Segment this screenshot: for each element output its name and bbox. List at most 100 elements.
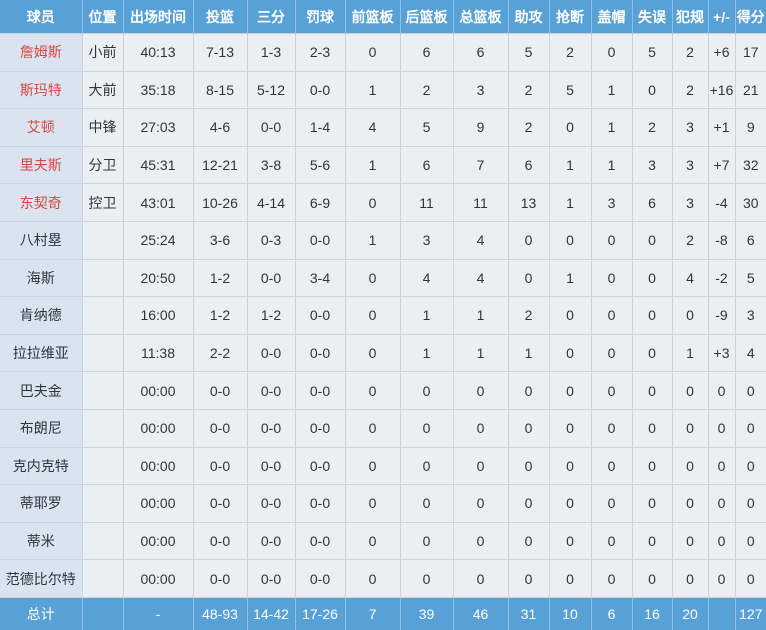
cell-pf: 1 xyxy=(671,333,709,373)
cell-position xyxy=(81,521,124,561)
total-tov: 16 xyxy=(632,597,673,630)
cell-tov: 6 xyxy=(631,183,673,222)
total-treb: 46 xyxy=(453,597,509,630)
cell-tov: 0 xyxy=(631,70,673,110)
cell-three: 0-3 xyxy=(246,220,296,260)
cell-ft: 0-0 xyxy=(294,70,346,110)
cell-ft: 2-3 xyxy=(294,33,346,72)
cell-stl: 0 xyxy=(548,220,592,260)
table-row: 詹姆斯 小前 40:13 7-13 1-3 2-3 0 6 6 5 2 0 5 2 +6 17 xyxy=(0,33,766,72)
cell-pts: 3 xyxy=(734,296,766,335)
cell-plusminus: 0 xyxy=(707,446,736,486)
cell-fg: 8-15 xyxy=(192,70,248,110)
cell-stl: 0 xyxy=(548,521,592,561)
cell-oreb: 0 xyxy=(344,333,401,373)
cell-position: 控卫 xyxy=(81,183,124,222)
cell-dreb: 0 xyxy=(399,484,454,523)
cell-player: 詹姆斯 xyxy=(0,33,83,72)
cell-player: 克内克特 xyxy=(0,446,83,486)
cell-player: 八村塁 xyxy=(0,220,83,260)
table-row: 克内克特 00:00 0-0 0-0 0-0 0 0 0 0 0 0 0 0 0 0 xyxy=(0,446,766,486)
cell-player: 蒂米 xyxy=(0,521,83,561)
cell-position xyxy=(81,446,124,486)
cell-tov: 3 xyxy=(631,145,673,185)
cell-three: 0-0 xyxy=(246,559,296,598)
cell-minutes: 16:00 xyxy=(122,296,194,335)
cell-treb: 0 xyxy=(452,484,509,523)
cell-blk: 0 xyxy=(590,220,633,260)
cell-pf: 2 xyxy=(671,70,709,110)
cell-pf: 3 xyxy=(671,183,709,222)
cell-minutes: 20:50 xyxy=(122,258,194,298)
cell-stl: 1 xyxy=(548,183,592,222)
column-header-ft: 罚球 xyxy=(295,0,346,34)
cell-plusminus: +1 xyxy=(707,108,736,147)
cell-three: 1-2 xyxy=(246,296,296,335)
cell-minutes: 00:00 xyxy=(122,446,194,486)
cell-stl: 0 xyxy=(548,559,592,598)
cell-tov: 0 xyxy=(631,333,673,373)
cell-ast: 2 xyxy=(507,296,550,335)
cell-tov: 0 xyxy=(631,296,673,335)
cell-plusminus: -8 xyxy=(707,220,736,260)
cell-position xyxy=(81,258,124,298)
total-pts: 127 xyxy=(735,597,766,630)
table-row: 蒂耶罗 00:00 0-0 0-0 0-0 0 0 0 0 0 0 0 0 0 0 xyxy=(0,484,766,523)
cell-treb: 1 xyxy=(452,296,509,335)
cell-three: 5-12 xyxy=(246,70,296,110)
cell-position: 中锋 xyxy=(81,108,124,147)
cell-oreb: 1 xyxy=(344,70,401,110)
cell-minutes: 25:24 xyxy=(122,220,194,260)
cell-treb: 3 xyxy=(452,70,509,110)
cell-tov: 0 xyxy=(631,521,673,561)
cell-blk: 0 xyxy=(590,33,633,72)
cell-minutes: 00:00 xyxy=(122,559,194,598)
cell-ast: 0 xyxy=(507,220,550,260)
table-row: 肯纳德 16:00 1-2 1-2 0-0 0 1 1 2 0 0 0 0 -9 3 xyxy=(0,296,766,335)
cell-ft: 0-0 xyxy=(294,220,346,260)
cell-plusminus: +6 xyxy=(707,33,736,72)
table-body: 詹姆斯 小前 40:13 7-13 1-3 2-3 0 6 6 5 2 0 5 2 +6 17 斯玛特 大前 35:… xyxy=(0,33,766,598)
cell-oreb: 0 xyxy=(344,484,401,523)
cell-treb: 9 xyxy=(452,108,509,147)
cell-pts: 0 xyxy=(734,484,766,523)
cell-pts: 32 xyxy=(734,145,766,185)
cell-plusminus: 0 xyxy=(707,559,736,598)
cell-plusminus: -2 xyxy=(707,258,736,298)
column-header-pf: 犯规 xyxy=(672,0,709,34)
cell-tov: 0 xyxy=(631,371,673,410)
column-header-treb: 总篮板 xyxy=(453,0,509,34)
column-header-player: 球员 xyxy=(0,0,83,34)
cell-blk: 0 xyxy=(590,333,633,373)
cell-fg: 10-26 xyxy=(192,183,248,222)
cell-ft: 0-0 xyxy=(294,371,346,410)
total-plusminus xyxy=(708,597,736,630)
table-row: 蒂米 00:00 0-0 0-0 0-0 0 0 0 0 0 0 0 0 0 0 xyxy=(0,521,766,561)
cell-pf: 2 xyxy=(671,33,709,72)
cell-three: 0-0 xyxy=(246,521,296,561)
cell-fg: 1-2 xyxy=(192,296,248,335)
cell-pf: 0 xyxy=(671,446,709,486)
cell-blk: 1 xyxy=(590,70,633,110)
column-header-fg: 投篮 xyxy=(193,0,248,34)
cell-blk: 1 xyxy=(590,145,633,185)
cell-oreb: 0 xyxy=(344,33,401,72)
cell-blk: 0 xyxy=(590,296,633,335)
cell-plusminus: 0 xyxy=(707,521,736,561)
total-minutes: - xyxy=(123,597,194,630)
cell-player: 巴夫金 xyxy=(0,371,83,410)
cell-fg: 4-6 xyxy=(192,108,248,147)
cell-plusminus: -4 xyxy=(707,183,736,222)
cell-pts: 4 xyxy=(734,333,766,373)
cell-fg: 1-2 xyxy=(192,258,248,298)
cell-ft: 5-6 xyxy=(294,145,346,185)
cell-blk: 0 xyxy=(590,408,633,448)
cell-position xyxy=(81,220,124,260)
cell-dreb: 0 xyxy=(399,521,454,561)
column-header-minutes: 出场时间 xyxy=(123,0,194,34)
cell-tov: 5 xyxy=(631,33,673,72)
cell-stl: 0 xyxy=(548,446,592,486)
cell-player: 里夫斯 xyxy=(0,145,83,185)
cell-treb: 6 xyxy=(452,33,509,72)
cell-stl: 1 xyxy=(548,145,592,185)
